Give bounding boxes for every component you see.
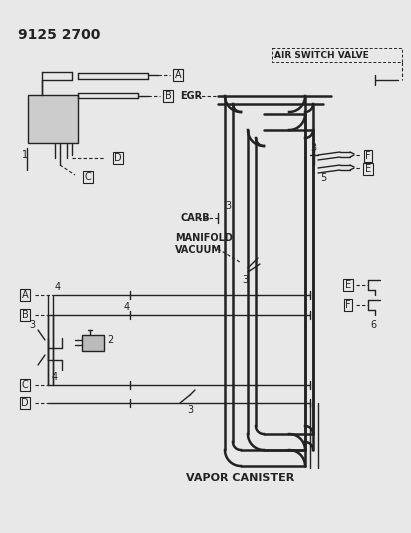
Text: 1: 1 xyxy=(22,150,28,160)
Text: D: D xyxy=(21,398,29,408)
Text: EGR: EGR xyxy=(180,91,202,101)
Text: 4: 4 xyxy=(124,302,130,312)
Text: F: F xyxy=(365,151,371,161)
Text: B: B xyxy=(22,310,28,320)
Text: A: A xyxy=(175,70,181,80)
Text: C: C xyxy=(22,380,28,390)
Text: 3: 3 xyxy=(225,201,231,211)
Text: AIR SWITCH VALVE: AIR SWITCH VALVE xyxy=(274,51,369,60)
Text: CARB: CARB xyxy=(180,213,210,223)
Text: D: D xyxy=(114,153,122,163)
Text: 5: 5 xyxy=(320,173,326,183)
Text: B: B xyxy=(165,91,171,101)
Text: 2: 2 xyxy=(107,335,113,345)
Text: VAPOR CANISTER: VAPOR CANISTER xyxy=(186,473,294,483)
Text: VACUUM: VACUUM xyxy=(175,245,222,255)
Text: E: E xyxy=(365,164,371,174)
Bar xyxy=(28,95,78,143)
Text: 9125 2700: 9125 2700 xyxy=(18,28,100,42)
Text: 3: 3 xyxy=(29,320,35,330)
Text: 3: 3 xyxy=(187,405,193,415)
Text: A: A xyxy=(22,290,28,300)
Text: F: F xyxy=(345,300,351,310)
Text: C: C xyxy=(85,172,91,182)
Text: 4: 4 xyxy=(52,372,58,382)
Text: MANIFOLD: MANIFOLD xyxy=(175,233,233,243)
Text: 4: 4 xyxy=(55,282,61,292)
Text: 3: 3 xyxy=(242,275,248,285)
Text: E: E xyxy=(345,280,351,290)
Bar xyxy=(82,335,104,351)
Text: 3: 3 xyxy=(310,143,316,153)
Text: 6: 6 xyxy=(370,320,376,330)
